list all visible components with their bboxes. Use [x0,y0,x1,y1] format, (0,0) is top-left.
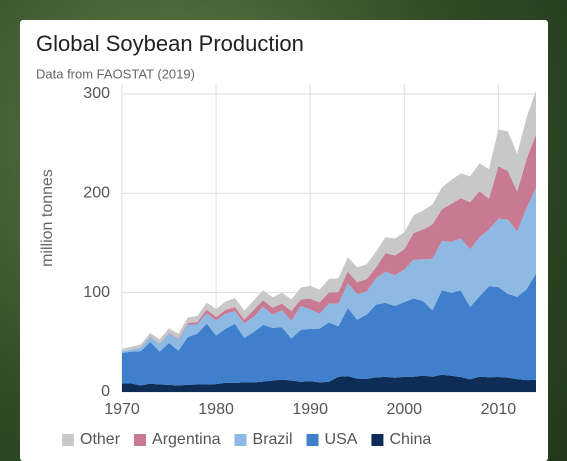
chart-title: Global Soybean Production [36,31,304,56]
legend-label: Other [80,431,121,448]
legend-swatch [62,434,74,446]
legend-swatch [371,434,384,446]
legend-label: Brazil [253,431,293,448]
x-tick-label: 1970 [104,401,140,418]
y-tick-label: 0 [101,383,110,400]
y-tick-label: 300 [83,85,110,102]
area [122,273,536,386]
y-axis-label: million tonnes [39,169,56,267]
y-tick-label: 100 [83,284,110,301]
legend-swatch [134,434,147,446]
y-tick-label: 200 [83,185,110,202]
x-tick-label: 2010 [481,401,517,418]
chart-subtitle: Data from FAOSTAT (2019) [36,66,195,81]
legend-swatch [234,434,247,446]
legend-label: USA [325,431,358,448]
area [122,187,536,353]
x-tick-label: 1980 [198,401,234,418]
legend-swatch [306,434,319,446]
legend-label: Argentina [152,431,221,448]
area [122,374,536,392]
x-tick-label: 2000 [386,401,422,418]
legend-label: China [389,431,431,448]
x-tick-label: 1990 [292,401,328,418]
